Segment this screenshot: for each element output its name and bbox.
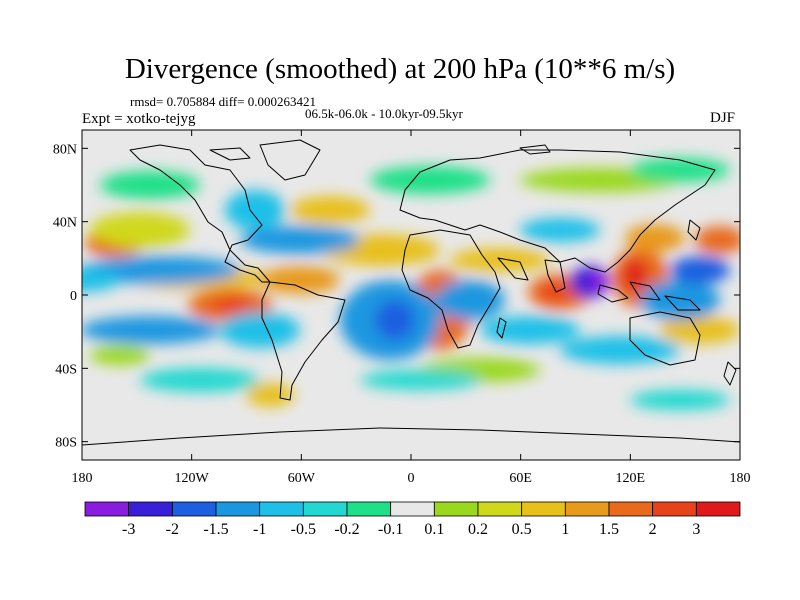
lon-tick-label: 120E — [616, 471, 646, 486]
colorbar-label: 0.1 — [424, 521, 444, 538]
lat-tick-label: 40N — [53, 216, 77, 231]
colorbar-swatch — [128, 501, 173, 517]
colorbar-label: -1.5 — [203, 521, 228, 538]
colorbar-label: 2 — [649, 521, 657, 538]
longitude-ticks: 180 120W 60W 0 60E 120E 180 — [72, 130, 751, 486]
season-label: DJF — [710, 110, 736, 126]
coastlines — [82, 139, 740, 446]
divergence-field — [82, 158, 740, 410]
colorbar-label: -3 — [122, 521, 135, 538]
lon-tick-label: 60W — [288, 471, 316, 486]
colorbar-swatch — [521, 501, 566, 517]
colorbar-label: -2 — [166, 521, 179, 538]
lon-tick-label: 60E — [509, 471, 532, 486]
colorbar-label: -0.5 — [291, 521, 316, 538]
colorbar-swatch — [259, 501, 304, 517]
time-period-label: 06.5k-06.0k - 10.0kyr-09.5kyr — [305, 106, 463, 121]
colorbar-label: 1.5 — [599, 521, 619, 538]
lon-tick-label: 180 — [72, 471, 93, 486]
colorbar-swatch — [695, 501, 741, 517]
colorbar-swatch — [564, 501, 610, 517]
colorbar-swatch — [608, 501, 654, 517]
colorbar-label: 3 — [692, 521, 700, 538]
colorbar-swatch — [433, 501, 479, 517]
colorbar-label: 0.5 — [512, 521, 532, 538]
lat-tick-label: 80S — [55, 436, 77, 451]
colorbar-label: 1 — [561, 521, 569, 538]
lon-tick-label: 120W — [175, 471, 210, 486]
colorbar-swatch — [477, 501, 523, 517]
lat-tick-label: 40S — [55, 362, 77, 377]
colorbar-swatch — [84, 501, 130, 517]
lat-tick-label: 80N — [53, 142, 77, 157]
colorbar-label: -0.2 — [334, 521, 359, 538]
colorbar-swatch — [215, 501, 261, 517]
colorbar-swatch — [652, 501, 697, 517]
colorbar-swatch — [390, 501, 435, 517]
lon-tick-label: 0 — [408, 471, 415, 486]
map-title: Divergence (smoothed) at 200 hPa (10**6 … — [124, 53, 676, 85]
colorbar-labels: -3 -2 -1.5 -1 -0.5 -0.2 -0.1 0.1 0.2 0.5 1 1.5 2 3 — [122, 521, 700, 538]
map-plot-area — [82, 130, 740, 460]
colorbar — [84, 501, 741, 517]
lat-tick-label: 0 — [70, 289, 77, 304]
rmsd-diff-stats: rmsd= 0.705884 diff= 0.000263421 — [130, 94, 316, 109]
colorbar-label: 0.2 — [468, 521, 488, 538]
colorbar-swatch — [346, 501, 392, 517]
colorbar-label: -1 — [253, 521, 266, 538]
experiment-label: Expt = xotko-tejyg — [82, 111, 196, 127]
colorbar-swatch — [302, 501, 348, 517]
lon-tick-label: 180 — [730, 471, 751, 486]
latitude-ticks: 80N 40N 0 40S 80S — [53, 142, 740, 451]
colorbar-swatch — [171, 501, 217, 517]
colorbar-label: -0.1 — [378, 521, 403, 538]
